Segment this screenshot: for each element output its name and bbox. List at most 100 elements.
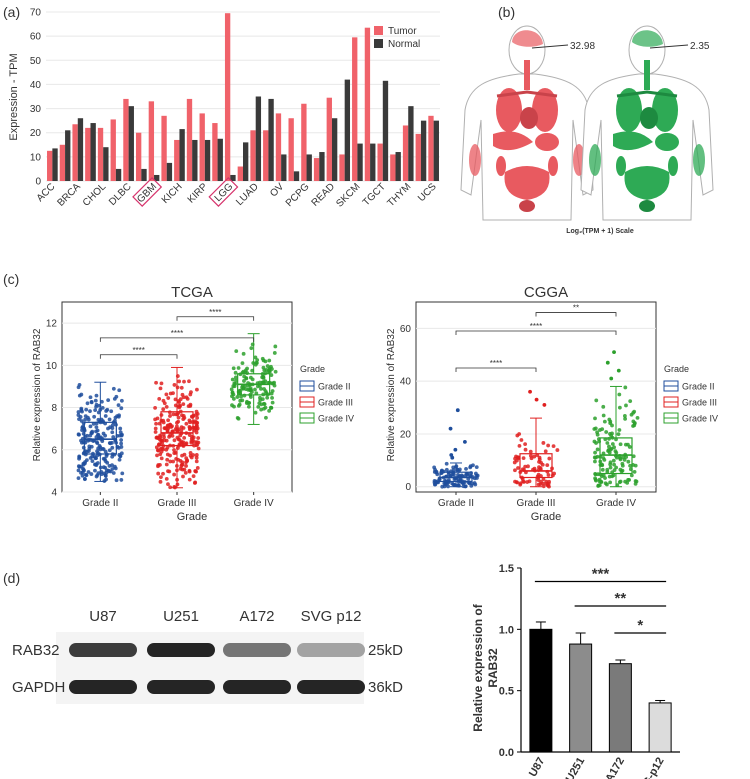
- data-point-grade-iii: [165, 445, 170, 450]
- data-point-grade-iii: [164, 462, 169, 467]
- data-point-grade-iii: [519, 438, 524, 442]
- data-point-grade-ii: [101, 447, 106, 452]
- data-point-grade-iv: [250, 368, 255, 373]
- significance-label: **: [573, 304, 579, 313]
- data-point-grade-ii: [98, 435, 103, 440]
- panel-a-y-tick: 0: [35, 177, 41, 188]
- tumor-value-leader: [531, 44, 569, 49]
- bar-tumor-read: [326, 97, 332, 181]
- data-point-grade-ii: [119, 433, 124, 438]
- data-point-grade-iv: [249, 346, 254, 351]
- data-point-grade-iv: [270, 395, 274, 400]
- data-point-grade-iii: [195, 387, 199, 392]
- data-point-grade-iii: [540, 462, 545, 467]
- data-point-grade-iii: [168, 414, 172, 418]
- data-point-grade-iii: [182, 415, 187, 420]
- outlier-point: [612, 350, 616, 355]
- data-point-grade-ii: [79, 408, 84, 412]
- outlier-point: [542, 403, 547, 407]
- panel-d-bar-chart: Relative expression of RAB32 0.0 0.5 1.0 1.…: [471, 563, 680, 779]
- data-point-grade-iii: [541, 477, 546, 482]
- data-point-grade-iv: [231, 366, 236, 371]
- data-point-grade-iii: [193, 440, 197, 445]
- data-point-grade-ii: [475, 473, 480, 478]
- data-point-grade-iii: [181, 440, 186, 445]
- data-point-grade-iii: [194, 453, 199, 457]
- data-point-grade-iv: [600, 462, 604, 467]
- data-point-grade-iii: [155, 436, 160, 440]
- data-point-grade-iii: [188, 451, 193, 455]
- data-point-grade-iv: [614, 455, 619, 460]
- panel-a-x-tick-brca: BRCA: [55, 181, 83, 209]
- data-point-grade-iv: [626, 477, 630, 482]
- significance-label: ****: [490, 359, 502, 368]
- data-point-grade-ii: [79, 438, 83, 443]
- data-point-grade-iii: [159, 475, 163, 480]
- data-point-grade-iii: [172, 448, 176, 452]
- bar-normal-kirc: [192, 139, 198, 181]
- liver: [613, 131, 653, 151]
- cgga-title: CGGA: [524, 284, 568, 301]
- data-point-grade-ii: [109, 409, 114, 414]
- data-point-grade-ii: [103, 465, 108, 470]
- data-point-grade-iii: [185, 459, 190, 463]
- data-point-grade-iv: [633, 482, 638, 486]
- box-grade-ii: [83, 421, 117, 455]
- data-point-grade-iii: [168, 459, 173, 464]
- data-point-grade-iii: [194, 459, 199, 464]
- bar-normal-hnsc: [166, 162, 173, 181]
- data-point-grade-iii: [528, 449, 533, 454]
- data-point-grade-iii: [180, 453, 184, 458]
- bar-tumor-ucec: [415, 133, 421, 181]
- bar-tumor-lusc: [263, 130, 269, 181]
- bar-tumor-ucs: [428, 115, 434, 181]
- data-point-grade-iv: [247, 404, 251, 409]
- panel-a-y-tick: 30: [30, 104, 42, 115]
- data-point-grade-iv: [622, 414, 627, 418]
- bar-tumor-hnsc: [161, 115, 167, 181]
- lane-label-svg-p12: SVG p12: [301, 608, 362, 625]
- data-point-grade-iii: [189, 390, 193, 395]
- data-point-grade-iii: [551, 444, 556, 449]
- bar-tumor-thym: [402, 125, 409, 181]
- panel-a-x-tick-luad: LUAD: [234, 181, 261, 208]
- data-point-grade-iv: [264, 415, 268, 420]
- legend-normal-label: Normal: [388, 39, 420, 50]
- panel-a-x-tick-ov: OV: [268, 181, 286, 199]
- data-point-grade-iv: [626, 459, 631, 464]
- data-point-grade-ii: [459, 473, 464, 478]
- x-tick-grade-iv: Grade IV: [234, 498, 274, 509]
- data-point-grade-ii: [87, 444, 92, 449]
- data-point-grade-iv: [236, 403, 241, 408]
- data-point-grade-ii: [474, 465, 479, 470]
- significance-bracket: [176, 316, 255, 321]
- data-point-grade-iv: [617, 392, 622, 397]
- data-point-grade-ii: [97, 443, 102, 448]
- data-point-grade-iv: [623, 385, 628, 390]
- panel-a-y-tick: 70: [30, 8, 42, 19]
- body-outline: [580, 73, 714, 221]
- box-grade-iii: [160, 411, 194, 447]
- data-point-grade-iv: [603, 476, 607, 480]
- bar-normal-coad: [115, 168, 122, 181]
- data-point-grade-iii: [182, 435, 187, 440]
- lane-label-u251: U251: [163, 608, 199, 625]
- data-point-grade-iii: [196, 436, 201, 440]
- data-point-grade-iii: [159, 381, 164, 386]
- bar-tumor-skcm: [352, 37, 358, 181]
- data-point-grade-ii: [101, 456, 106, 461]
- data-point-grade-ii: [119, 478, 124, 482]
- panelC2-y-tick: 0: [405, 482, 411, 493]
- data-point-grade-iv: [617, 405, 622, 410]
- data-point-grade-iv: [233, 375, 238, 380]
- data-point-grade-iii: [513, 456, 517, 461]
- data-point-grade-iii: [526, 464, 530, 469]
- x-tick-grade-iv: Grade IV: [596, 498, 636, 509]
- row-size-rab32: 25kD: [368, 642, 403, 659]
- panel-a-y-tick: 50: [30, 56, 42, 67]
- data-point-grade-ii: [117, 457, 122, 462]
- panel-a-x-tick-skcm: SKCM: [334, 181, 362, 209]
- data-point-grade-iv: [267, 408, 272, 413]
- data-point-grade-ii: [76, 476, 81, 480]
- data-point-grade-iv: [607, 444, 611, 449]
